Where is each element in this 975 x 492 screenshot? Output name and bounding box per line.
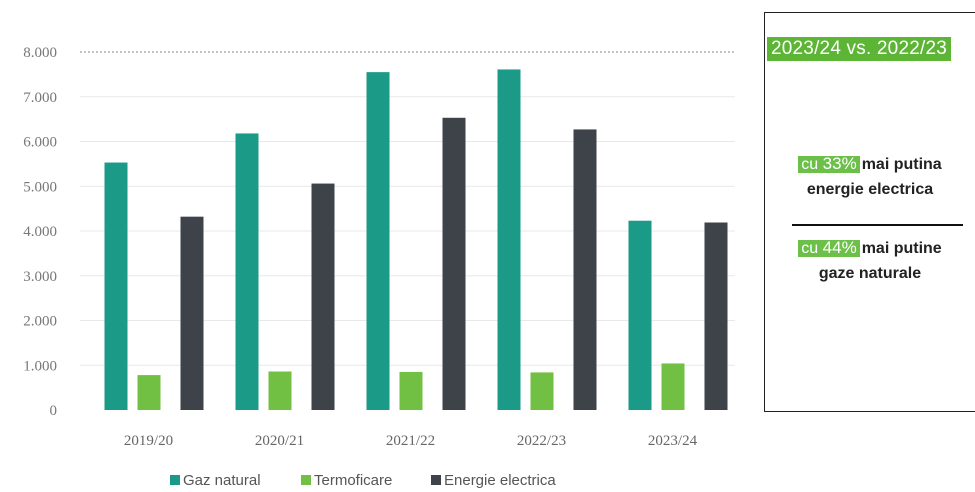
x-tick-label: 2019/20	[124, 433, 173, 449]
comparison-header: 2023/24 vs. 2022/23	[767, 37, 951, 61]
stat-electricity-line1: mai putina	[861, 156, 942, 173]
bar-energie-electrica	[573, 129, 597, 411]
y-axis-ticks: 0 1.000 2.000 3.000 4.000 5.000 6.000 7.000 8.00…	[23, 45, 57, 419]
legend-swatch	[431, 475, 441, 485]
x-axis-ticks: 2019/20 2020/21 2021/22 2022/23 2023/24	[124, 433, 698, 449]
y-tick-label: 0	[50, 403, 58, 419]
bar-termoficare	[137, 375, 161, 410]
y-tick-label: 7.000	[23, 90, 57, 106]
comparison-box: 2023/24 vs. 2022/23 cu 33% mai putina ene…	[764, 12, 975, 412]
x-tick-label: 2023/24	[648, 433, 698, 449]
bar-termoficare	[661, 363, 685, 410]
stat-electricity-highlight: cu 33%	[798, 154, 860, 173]
bar-termoficare	[530, 372, 554, 410]
legend-label: Termoficare	[314, 472, 392, 489]
y-tick-label: 6.000	[23, 135, 57, 151]
bar-gaz-natural	[497, 69, 521, 410]
stat-electricity-line2: energie electrica	[806, 181, 934, 198]
bar-termoficare	[399, 371, 423, 410]
stat-electricity: cu 33% mai putina energie electrica	[765, 151, 975, 202]
legend-swatch	[170, 475, 180, 485]
stat-electricity-value: 33%	[822, 154, 857, 173]
stat-gas-line2: gaze naturale	[818, 265, 922, 282]
stat-gas-highlight: cu 44%	[798, 238, 860, 257]
y-tick-label: 1.000	[23, 358, 57, 374]
stat-gas-value: 44%	[822, 238, 857, 257]
y-tick-label: 2.000	[23, 314, 57, 330]
bars	[104, 69, 728, 411]
bar-gaz-natural	[628, 220, 652, 410]
bar-gaz-natural	[235, 133, 259, 410]
y-tick-label: 4.000	[23, 224, 57, 240]
y-tick-label: 5.000	[23, 179, 57, 195]
legend-swatch	[301, 475, 311, 485]
bar-termoficare	[268, 371, 292, 410]
bar-energie-electrica	[180, 216, 204, 410]
stat-gas-line1: mai putine	[861, 240, 942, 257]
y-tick-label: 3.000	[23, 269, 57, 285]
bar-energie-electrica	[442, 117, 466, 410]
bar-gaz-natural	[366, 72, 390, 410]
legend: Gaz natural Termoficare Energie electrica	[170, 472, 556, 489]
bar-chart: 0 1.000 2.000 3.000 4.000 5.000 6.000 7.000 8.00…	[23, 45, 735, 489]
stat-divider	[792, 224, 963, 226]
stat-electricity-prefix: cu	[801, 156, 819, 173]
stat-gas: cu 44% mai putine gaze naturale	[765, 235, 975, 286]
legend-label: Energie electrica	[444, 472, 556, 489]
x-tick-label: 2022/23	[517, 433, 566, 449]
y-tick-label: 8.000	[23, 45, 57, 61]
bar-energie-electrica	[311, 183, 335, 410]
bar-energie-electrica	[704, 222, 728, 410]
x-tick-label: 2020/21	[255, 433, 304, 449]
bar-gaz-natural	[104, 162, 128, 410]
stat-gas-prefix: cu	[801, 240, 819, 257]
legend-label: Gaz natural	[183, 472, 261, 489]
x-tick-label: 2021/22	[386, 433, 435, 449]
